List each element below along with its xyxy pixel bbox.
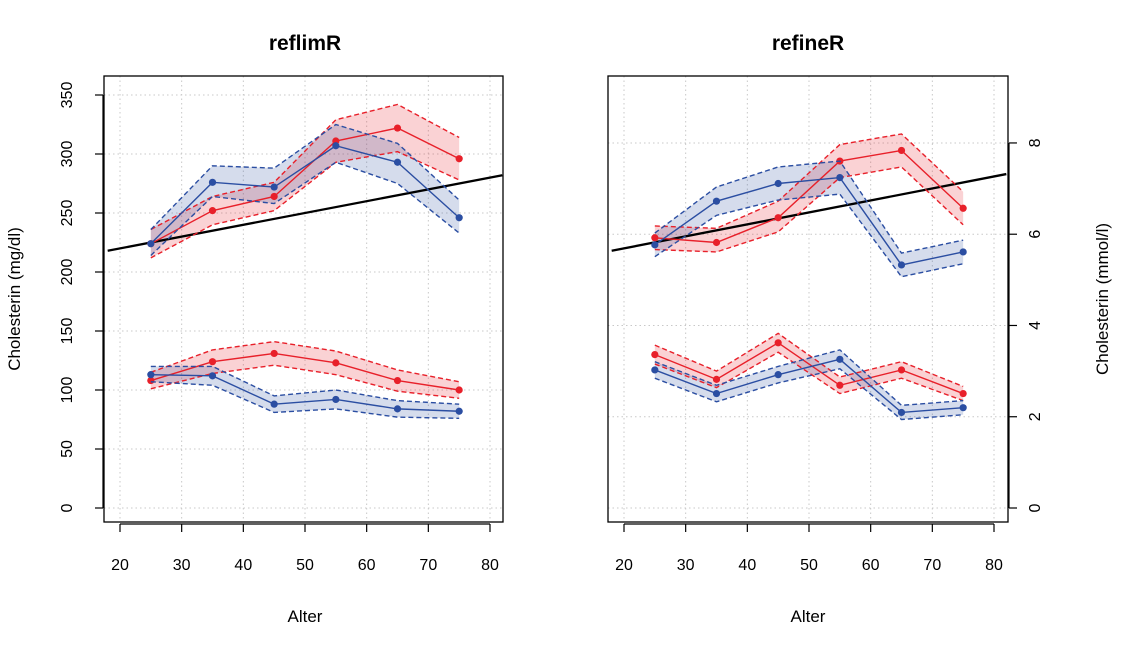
data-point [960,404,967,411]
panel-refiner: refineR 20 30 40 50 60 70 80 0 2 4 6 8 Alter Choles… [608,32,1112,626]
x-tick-label: 30 [173,557,191,574]
data-point [332,359,339,366]
data-point [456,408,463,415]
data-point [651,351,658,358]
data-point [775,339,782,346]
x-axis-label: Alter [288,607,323,626]
data-point [960,205,967,212]
data-point [651,366,658,373]
data-point [394,159,401,166]
data-point [713,198,720,205]
x-tick-label: 30 [677,557,695,574]
x-tick-label: 70 [419,557,437,574]
data-point [713,390,720,397]
data-point [271,183,278,190]
data-point [651,241,658,248]
data-point [775,180,782,187]
data-point [651,234,658,241]
y-tick-label-right: 2 [1027,412,1044,421]
x-tick-label: 40 [738,557,756,574]
data-point [394,377,401,384]
data-point [271,350,278,357]
data-point [456,386,463,393]
y-tick-label: 250 [59,200,76,227]
data-point [898,261,905,268]
x-tick-label: 20 [111,557,129,574]
x-tick-label: 50 [800,557,818,574]
data-point [271,193,278,200]
chart-title: refineR [772,32,844,55]
data-point [456,214,463,221]
data-point [209,207,216,214]
data-point [332,396,339,403]
y-tick-label-right: 4 [1027,321,1044,330]
data-point [713,239,720,246]
data-point [960,248,967,255]
x-axis-label: Alter [791,607,826,626]
y-tick-label-right: 6 [1027,230,1044,239]
y-axis-label-right: Cholesterin (mmol/l) [1093,223,1112,375]
data-point [209,358,216,365]
x-tick-label: 50 [296,557,314,574]
data-point [775,371,782,378]
y-tick-label-right: 0 [1027,503,1044,512]
data-point [898,409,905,416]
data-point [836,356,843,363]
y-tick-label-right: 8 [1027,138,1044,147]
data-point [147,371,154,378]
data-point [209,179,216,186]
data-point [456,155,463,162]
panel-reflimr: reflimR 20 30 40 50 60 70 80 0 50 100 150 200 250 300… [5,32,503,626]
chart-figure: reflimR 20 30 40 50 60 70 80050100150200250300… [0,0,1140,655]
y-tick-label: 150 [59,318,76,345]
data-point [898,366,905,373]
x-tick-label: 70 [923,557,941,574]
x-tick-label: 20 [615,557,633,574]
data-point [713,376,720,383]
data-point [960,390,967,397]
data-point [271,401,278,408]
y-tick-label: 50 [59,440,76,458]
data-point [147,240,154,247]
x-tick-label: 60 [862,557,880,574]
x-tick-label: 40 [234,557,252,574]
y-tick-label: 0 [59,503,76,512]
x-tick-label: 60 [358,557,376,574]
data-point [209,372,216,379]
data-point [775,214,782,221]
y-tick-label: 300 [59,141,76,168]
y-tick-label: 350 [59,82,76,109]
data-point [394,405,401,412]
data-point [836,174,843,181]
x-tick-label: 80 [481,557,499,574]
data-point [332,142,339,149]
y-tick-label: 200 [59,259,76,286]
y-tick-label: 100 [59,377,76,404]
x-tick-label: 80 [985,557,1003,574]
data-point [836,382,843,389]
data-point [898,147,905,154]
chart-title: reflimR [269,32,341,55]
data-point [394,124,401,131]
y-axis-label: Cholesterin (mg/dl) [5,227,24,371]
